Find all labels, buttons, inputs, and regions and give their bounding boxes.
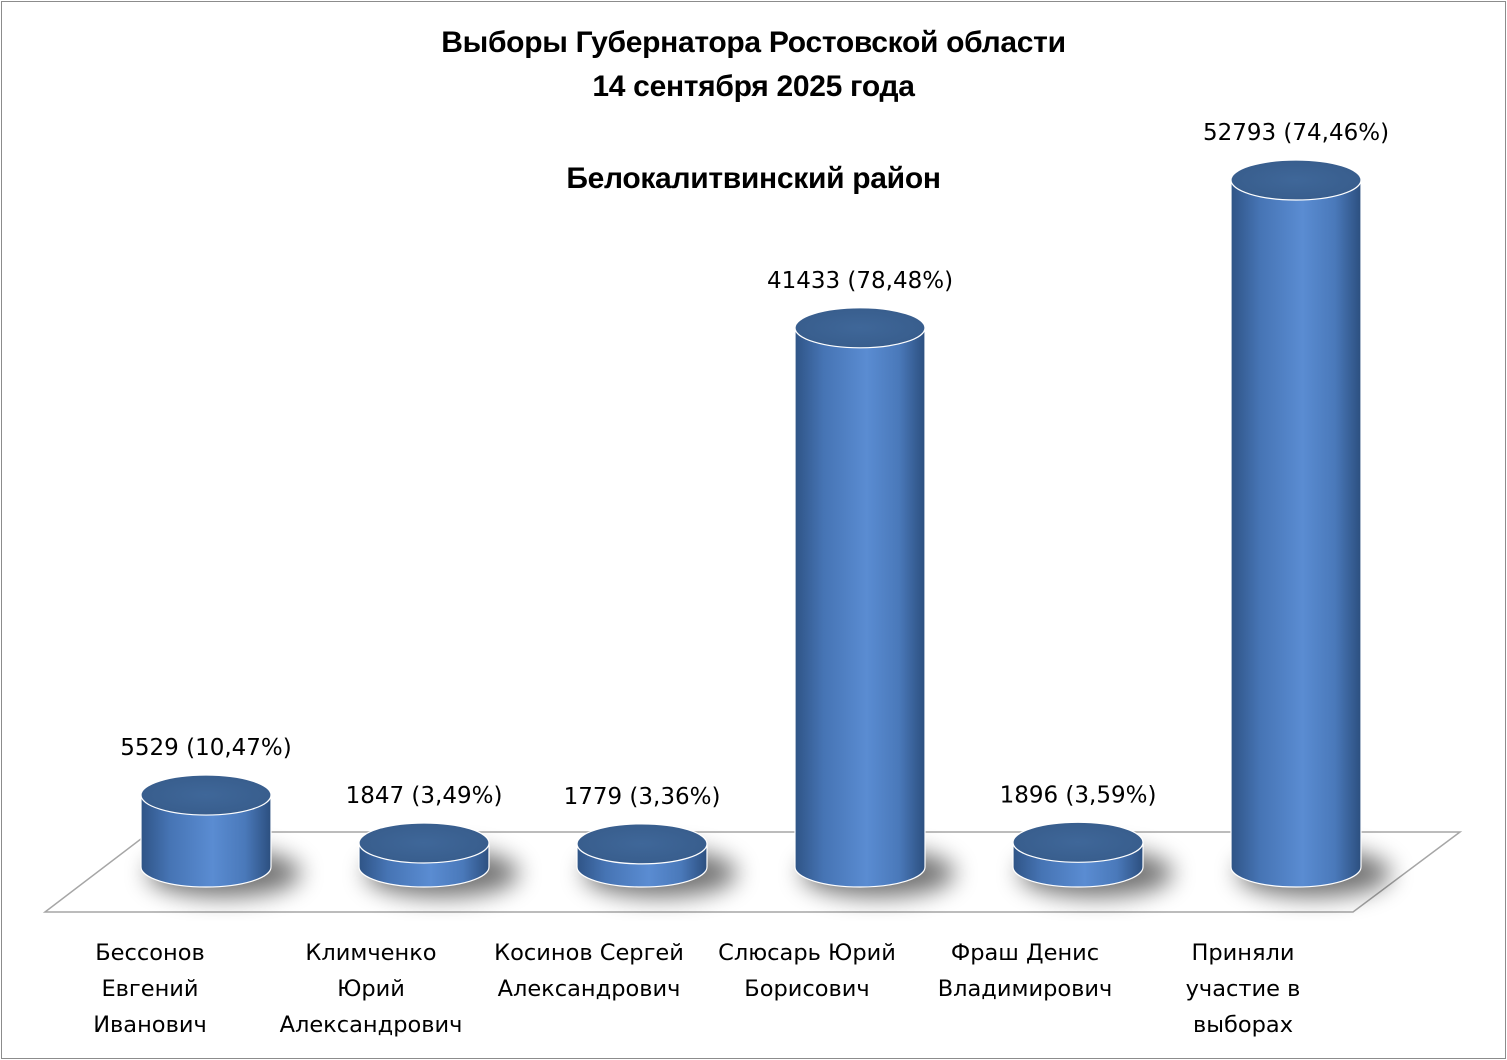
- category-label-line: Климченко: [305, 940, 437, 966]
- chart-title-line-1: Выборы Губернатора Ростовской области: [441, 26, 1066, 59]
- category-label-line: Александрович: [497, 976, 681, 1002]
- category-label: Бессонов Евгений Иванович: [50, 935, 250, 1043]
- data-label: 5529 (10,47%): [120, 735, 292, 761]
- data-label: 1896 (3,59%): [1000, 782, 1157, 808]
- bar-top: [1230, 159, 1362, 201]
- data-label: 52793 (74,46%): [1203, 120, 1389, 146]
- category-label-line: выборах: [1192, 1012, 1294, 1038]
- bar-top: [358, 822, 490, 864]
- bar: [140, 794, 272, 888]
- category-label: Приняли участие в выборах: [1143, 935, 1343, 1043]
- bar: [1230, 179, 1362, 888]
- category-label-line: Владимирович: [937, 976, 1113, 1002]
- category-label-line: Бессонов: [95, 940, 205, 966]
- chart-subtitle: Белокалитвинский район: [566, 162, 941, 195]
- chart-title-line-2: 14 сентября 2025 года: [592, 70, 915, 103]
- data-label: 1847 (3,49%): [346, 783, 503, 809]
- category-label: Слюсарь Юрий Борисович: [707, 935, 907, 1007]
- category-label-line: Иванович: [93, 1012, 207, 1038]
- bar-top: [794, 307, 926, 349]
- data-label: 41433 (78,48%): [767, 268, 953, 294]
- bar-top: [140, 774, 272, 816]
- category-label-line: Борисович: [744, 976, 870, 1002]
- category-label-line: Евгений: [101, 976, 199, 1002]
- data-label: 1779 (3,36%): [564, 784, 721, 810]
- category-label-line: Приняли: [1191, 940, 1295, 966]
- category-label-line: Фраш Денис: [950, 940, 1100, 966]
- category-label-line: Слюсарь Юрий: [718, 940, 896, 966]
- category-label: Климченко Юрий Александрович: [271, 935, 471, 1043]
- bar-top: [1012, 821, 1144, 863]
- category-label-line: участие в: [1185, 976, 1301, 1002]
- category-label: Фраш Денис Владимирович: [925, 935, 1125, 1007]
- category-label: Косинов Сергей Александрович: [489, 935, 689, 1007]
- category-label-line: Александрович: [279, 1012, 463, 1038]
- bar-top: [576, 823, 708, 865]
- category-label-line: Юрий: [337, 976, 405, 1002]
- category-label-line: Косинов Сергей: [494, 940, 684, 966]
- bar: [794, 327, 926, 888]
